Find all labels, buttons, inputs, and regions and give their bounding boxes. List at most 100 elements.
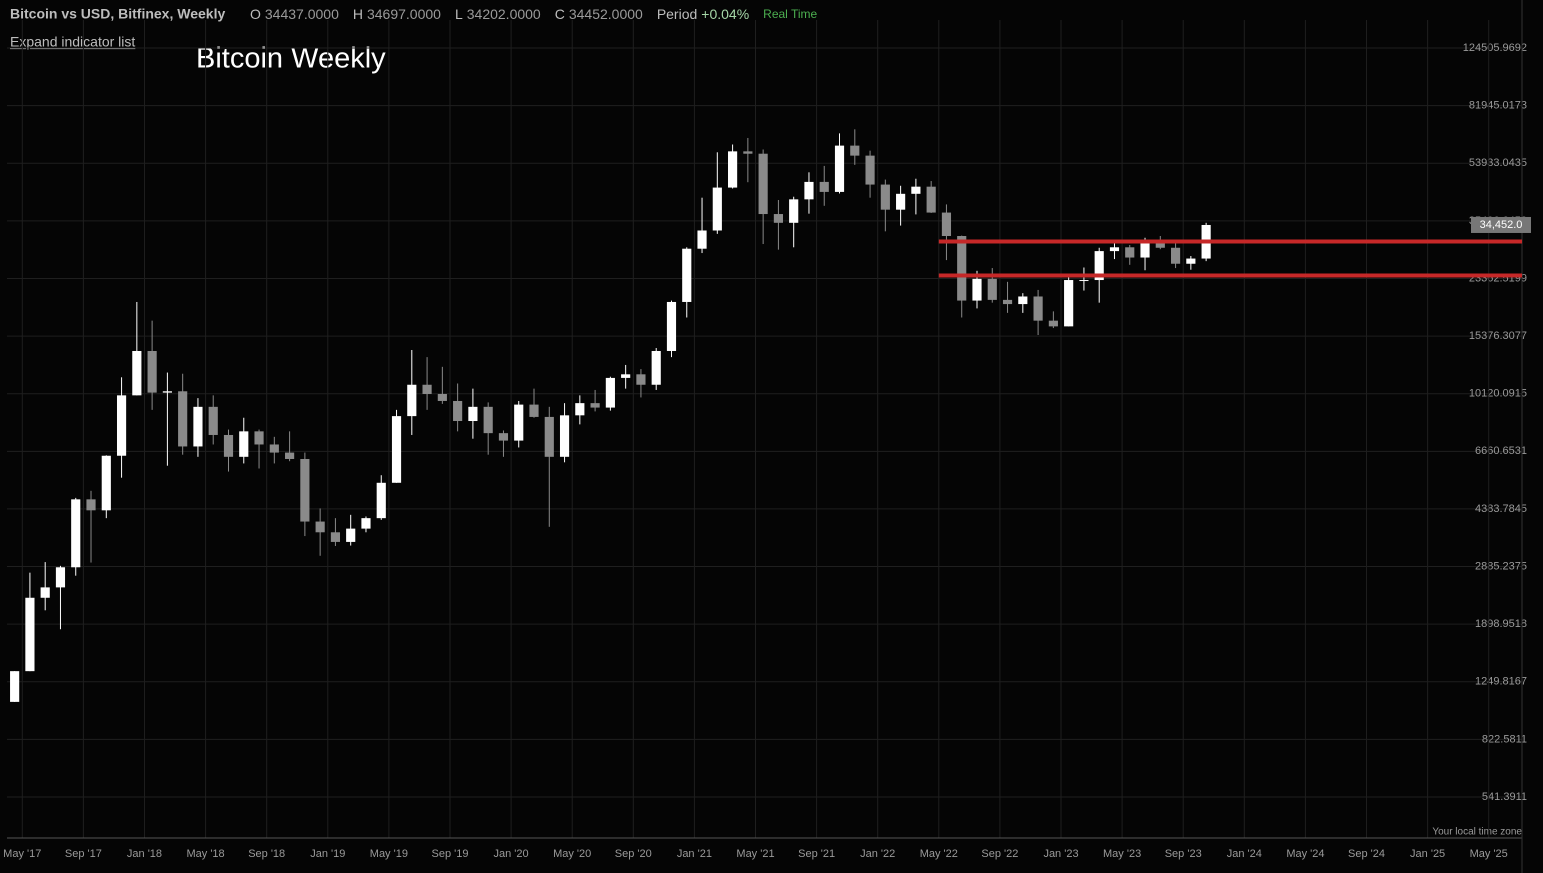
candle-body <box>101 455 111 511</box>
y-tick-label: 4383.7845 <box>1475 503 1527 515</box>
candle-body <box>376 482 386 519</box>
quote-name: L <box>455 6 463 22</box>
candle-body <box>575 403 585 416</box>
quote-value: +0.04% <box>701 6 749 22</box>
candle-body <box>1002 299 1013 305</box>
candle-body <box>1170 247 1181 264</box>
x-tick-label: Jan '18 <box>127 848 162 860</box>
candle-body <box>926 186 936 213</box>
candle-body <box>559 415 570 457</box>
candle-body <box>911 186 921 194</box>
y-tick-label: 53933.0435 <box>1469 157 1527 169</box>
candle-body <box>40 587 50 598</box>
y-tick-label: 541.3911 <box>1482 791 1527 803</box>
y-tick-label: 10120.0915 <box>1469 388 1527 400</box>
candle-body <box>957 236 967 301</box>
candle-body <box>621 374 631 378</box>
quote: O 34437.0000 H 34697.0000 L 34202.0000 C 34452.… <box>250 6 818 22</box>
candle-body <box>636 374 646 385</box>
candle-body <box>529 404 539 417</box>
last-price-box <box>1471 216 1531 233</box>
candle-body <box>987 278 997 300</box>
candle-body <box>55 567 66 588</box>
x-tick-label: May '22 <box>920 848 958 860</box>
candle-body <box>178 391 188 447</box>
candle-body <box>147 350 157 393</box>
x-tick-label: Sep '20 <box>615 848 652 860</box>
candle-body <box>712 187 722 231</box>
y-tick-label: 2885.2375 <box>1475 560 1527 572</box>
candle-body <box>1140 241 1150 258</box>
quote-name: O <box>250 6 261 22</box>
y-tick-label: 124505.9692 <box>1463 42 1527 54</box>
x-tick-label: Sep '24 <box>1348 848 1385 860</box>
candle-body <box>1064 280 1074 327</box>
x-tick-label: Sep '23 <box>1165 848 1202 860</box>
candle-body <box>544 416 554 457</box>
x-tick-label: May '23 <box>1103 848 1141 860</box>
x-tick-label: Sep '17 <box>65 848 102 860</box>
candle-body <box>391 416 402 483</box>
candle-body <box>1033 296 1043 321</box>
candle-body <box>300 458 310 522</box>
candle-body <box>239 431 249 457</box>
candle-body <box>254 431 264 445</box>
x-tick-label: Jan '19 <box>310 848 345 860</box>
y-tick-label: 1249.8167 <box>1475 676 1527 688</box>
candle-body <box>514 404 524 441</box>
candle-body <box>590 403 600 408</box>
candle-body <box>743 151 753 154</box>
candle-body <box>498 433 509 441</box>
y-tick-label: 822.5811 <box>1482 733 1527 745</box>
candle-body <box>972 278 982 301</box>
candle-body <box>1155 241 1165 248</box>
y-tick-label: 15376.3077 <box>1469 330 1527 342</box>
candle-body <box>208 406 218 435</box>
candle-body <box>880 184 890 210</box>
candle-body <box>86 499 96 511</box>
x-tick-label: Jan '20 <box>494 848 529 860</box>
x-tick-label: Jan '24 <box>1227 848 1262 860</box>
candle-body <box>422 384 432 394</box>
candle-body <box>834 145 845 192</box>
expand-link[interactable]: Expand indicator list <box>10 34 135 50</box>
candle-body <box>773 214 783 223</box>
candle-body <box>116 395 127 456</box>
quote-value: 34452.0000 <box>569 6 643 22</box>
candle-body <box>1125 247 1135 258</box>
x-tick-label: May '17 <box>3 848 41 860</box>
chart-title: Bitcoin vs USD, Bitfinex, Weekly <box>10 6 225 22</box>
candle-body <box>666 301 677 351</box>
x-tick-label: Jan '23 <box>1043 848 1078 860</box>
candle-body <box>285 452 295 459</box>
candle-body <box>330 532 341 542</box>
candle-body <box>865 155 875 185</box>
candle-body <box>758 153 768 215</box>
y-tick-label: 6660.6531 <box>1475 445 1527 457</box>
quote-value: 34697.0000 <box>367 6 441 22</box>
candle-body <box>819 181 829 192</box>
candle-body <box>132 350 142 396</box>
candle-body <box>1079 280 1089 282</box>
candle-body <box>10 671 20 702</box>
x-tick-label: Jan '25 <box>1410 848 1445 860</box>
candle-body <box>407 384 417 417</box>
candle-body <box>193 406 203 447</box>
candle-body <box>223 434 234 457</box>
candle-body <box>651 350 661 385</box>
x-tick-label: May '20 <box>553 848 591 860</box>
x-tick-label: Sep '18 <box>248 848 285 860</box>
candle-body <box>896 193 906 210</box>
annotation: Bitcoin Weekly <box>196 43 386 75</box>
candle-body <box>1186 258 1196 264</box>
x-tick-label: May '21 <box>736 848 774 860</box>
candle-body <box>804 181 814 200</box>
candle-body <box>468 406 478 422</box>
candle-body <box>789 199 799 223</box>
timezone-note: Your local time zone <box>1432 827 1522 838</box>
y-tick-label: 81945.0173 <box>1469 100 1527 112</box>
quote-name: C <box>555 6 565 22</box>
candle-body <box>1109 247 1120 252</box>
x-tick-label: Jan '22 <box>860 848 895 860</box>
x-tick-label: Sep '21 <box>798 848 835 860</box>
